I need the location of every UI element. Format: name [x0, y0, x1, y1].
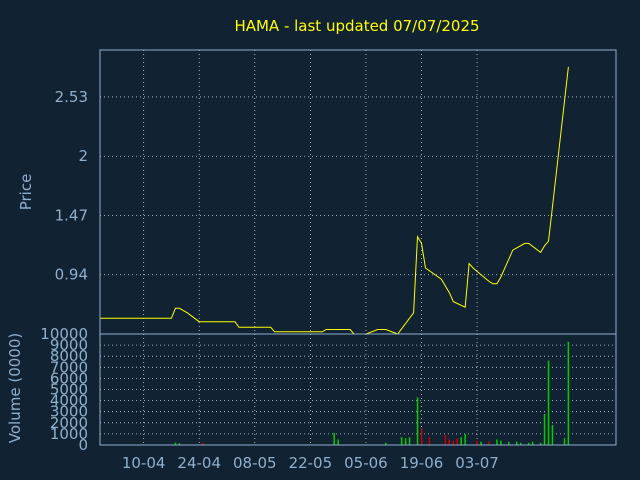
volume-bar: [408, 437, 411, 445]
x-tick-label: 24-04: [177, 454, 221, 472]
volume-axis-label: Volume (0000): [6, 333, 24, 443]
volume-bar: [416, 397, 419, 445]
volume-tick-label: 2000: [50, 414, 88, 432]
volume-bar: [543, 413, 546, 445]
volume-bar: [178, 443, 181, 445]
x-tick-label: 22-05: [289, 454, 333, 472]
volume-bar: [420, 428, 423, 445]
volume-bar: [476, 440, 478, 445]
price-axis-label: Price: [17, 174, 35, 211]
volume-tick-label: 5000: [50, 381, 88, 399]
chart-title: HAMA - last updated 07/07/2025: [234, 17, 479, 35]
volume-tick-label: 10000: [40, 325, 88, 343]
volume-bar: [460, 437, 462, 445]
volume-bar: [500, 440, 502, 445]
price-tick-label: 2.53: [55, 88, 88, 106]
volume-bar: [448, 439, 450, 445]
volume-bar: [333, 432, 335, 445]
volume-bar: [404, 438, 407, 445]
price-gridlines: [100, 50, 616, 334]
price-tick-label: 2: [78, 147, 88, 165]
volume-bar: [516, 441, 518, 445]
volume-tick-label: 7000: [50, 358, 88, 376]
volume-plot-frame: [99, 333, 617, 446]
price-plot-frame: [99, 49, 617, 335]
volume-tick-label: 4000: [50, 392, 88, 410]
volume-tick-label: 9000: [50, 336, 88, 354]
volume-bar: [452, 440, 454, 445]
price-tick-label: 1.47: [55, 206, 88, 224]
price-panel: 0.94 1.47 2 2.53 Price: [17, 49, 617, 335]
volume-bar: [547, 360, 550, 445]
volume-tick-label: 8000: [50, 347, 88, 365]
volume-bar: [202, 442, 204, 445]
volume-panel: 0100020003000400050006000700080009000100…: [6, 325, 617, 454]
volume-bar: [520, 442, 522, 445]
volume-bar: [464, 433, 466, 445]
volume-bar: [539, 442, 542, 445]
volume-bars: [174, 341, 570, 445]
volume-bar: [385, 442, 387, 445]
volume-bar: [456, 438, 458, 445]
x-axis-ticks: 10-04 24-04 08-05 22-05 05-06 19-06 03-07: [122, 454, 499, 472]
price-tick-label: 0.94: [55, 266, 88, 284]
volume-tick-label: 0: [78, 436, 88, 454]
x-tick-label: 10-04: [122, 454, 166, 472]
volume-tick-label: 1000: [50, 425, 88, 443]
x-tick-label: 19-06: [400, 454, 444, 472]
volume-bar: [488, 441, 490, 445]
x-tick-label: 03-07: [455, 454, 499, 472]
x-tick-label: 05-06: [344, 454, 388, 472]
volume-bar: [567, 341, 570, 445]
volume-bar: [531, 441, 534, 445]
volume-gridlines: [100, 334, 616, 445]
volume-bar: [508, 441, 510, 445]
volume-bar: [551, 425, 554, 445]
volume-bar: [496, 439, 498, 445]
price-y-ticks: 0.94 1.47 2 2.53: [55, 88, 88, 284]
volume-bar: [337, 439, 339, 445]
volume-bar: [400, 437, 403, 445]
volume-y-ticks: 0100020003000400050006000700080009000100…: [40, 325, 88, 454]
volume-bar: [480, 441, 482, 445]
volume-bar: [527, 442, 530, 445]
price-line: [100, 66, 569, 335]
volume-bar: [444, 435, 447, 445]
volume-bar: [428, 437, 431, 445]
x-tick-label: 08-05: [233, 454, 277, 472]
volume-tick-label: 3000: [50, 403, 88, 421]
volume-bar: [174, 442, 177, 445]
volume-bar: [563, 438, 566, 445]
volume-tick-label: 6000: [50, 369, 88, 387]
